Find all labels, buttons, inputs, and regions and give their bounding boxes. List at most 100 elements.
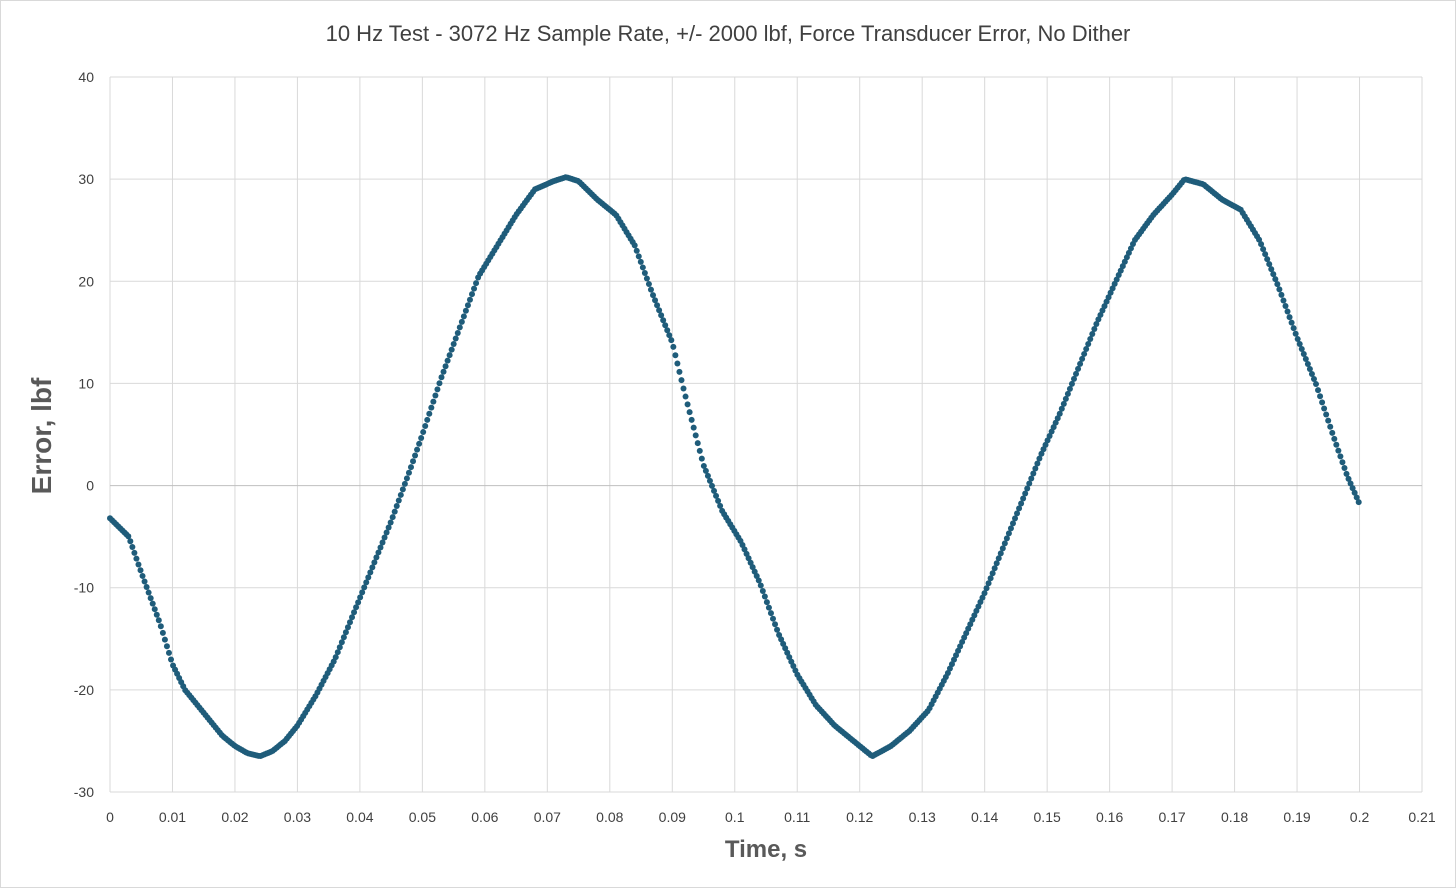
- x-tick-label: 0.04: [346, 809, 373, 825]
- data-point: [159, 629, 166, 636]
- data-point: [1260, 246, 1267, 253]
- data-point: [373, 554, 380, 561]
- data-point: [1290, 325, 1297, 332]
- data-point: [1355, 499, 1362, 506]
- data-point: [351, 609, 358, 616]
- data-point: [1075, 365, 1082, 372]
- data-point: [397, 491, 404, 498]
- data-point: [344, 624, 351, 631]
- data-point: [633, 247, 640, 254]
- data-point: [460, 313, 467, 320]
- data-point: [1347, 480, 1354, 487]
- data-point: [1062, 395, 1069, 402]
- data-point: [466, 296, 473, 303]
- data-point: [989, 570, 996, 577]
- data-point: [127, 538, 134, 545]
- data-point: [135, 561, 142, 568]
- data-point: [715, 497, 722, 504]
- data-point: [647, 286, 654, 293]
- data-point: [399, 486, 406, 493]
- data-point: [428, 404, 435, 411]
- data-point: [139, 572, 146, 579]
- y-axis-title: Error, lbf: [26, 377, 57, 494]
- data-point: [353, 604, 360, 611]
- data-point: [1014, 510, 1021, 517]
- data-point: [1070, 375, 1077, 382]
- data-point: [151, 606, 158, 613]
- data-point: [141, 578, 148, 585]
- data-point: [999, 545, 1006, 552]
- data-point: [133, 555, 140, 562]
- data-point: [1310, 375, 1317, 382]
- data-point: [1325, 417, 1332, 424]
- data-point: [387, 519, 394, 526]
- data-point: [1335, 447, 1342, 454]
- x-tick-label: 0.14: [971, 809, 998, 825]
- x-tick-label: 0.15: [1034, 809, 1061, 825]
- data-point: [1003, 535, 1010, 542]
- data-point: [682, 393, 689, 400]
- x-tick-label: 0.19: [1283, 809, 1310, 825]
- data-point: [393, 503, 400, 510]
- data-point: [658, 312, 665, 319]
- data-point: [381, 534, 388, 541]
- data-point: [1056, 410, 1063, 417]
- data-point: [383, 529, 390, 536]
- data-point: [1304, 361, 1311, 367]
- x-axis-title: Time, s: [725, 836, 807, 863]
- data-point: [761, 593, 768, 600]
- data-point: [342, 629, 349, 636]
- data-point: [161, 636, 168, 643]
- data-point: [367, 569, 374, 576]
- data-point: [332, 654, 339, 661]
- data-point: [1270, 271, 1277, 278]
- data-point: [1005, 530, 1012, 537]
- data-point: [983, 585, 990, 592]
- data-point: [462, 307, 469, 314]
- data-point: [1323, 411, 1330, 418]
- data-point: [338, 639, 345, 646]
- data-point: [452, 335, 459, 342]
- data-point: [1034, 460, 1041, 467]
- data-point: [436, 380, 443, 387]
- data-point: [1308, 370, 1315, 377]
- y-tick-label: 30: [78, 171, 94, 187]
- x-tick-label: 0.09: [659, 809, 686, 825]
- data-point: [456, 324, 463, 331]
- data-point: [1339, 459, 1346, 466]
- data-point: [1079, 355, 1086, 362]
- data-point: [668, 337, 675, 344]
- data-point: [1018, 500, 1025, 507]
- data-point: [1278, 291, 1285, 298]
- data-point: [645, 281, 652, 288]
- data-point: [763, 599, 770, 606]
- y-tick-label: -10: [74, 580, 94, 596]
- data-point: [454, 329, 461, 336]
- data-point: [706, 477, 713, 484]
- data-point: [450, 341, 457, 348]
- data-point: [153, 611, 160, 618]
- data-point: [426, 410, 433, 417]
- data-point: [684, 401, 691, 408]
- data-point: [1284, 308, 1291, 315]
- data-point: [1081, 350, 1088, 357]
- data-point: [1024, 485, 1031, 492]
- data-point: [1256, 236, 1263, 243]
- data-point: [635, 253, 642, 260]
- data-point: [1058, 405, 1065, 412]
- data-point: [1085, 340, 1092, 347]
- data-point: [336, 644, 343, 651]
- data-point: [1353, 494, 1360, 501]
- data-point: [420, 429, 427, 436]
- data-point: [770, 615, 776, 622]
- data-point: [680, 385, 687, 392]
- data-point: [1087, 335, 1094, 342]
- data-point: [1302, 356, 1309, 363]
- data-point: [1089, 330, 1096, 337]
- data-point: [1274, 281, 1281, 288]
- data-point: [662, 322, 669, 329]
- data-point: [1060, 400, 1067, 407]
- y-tick-label: 20: [78, 273, 94, 289]
